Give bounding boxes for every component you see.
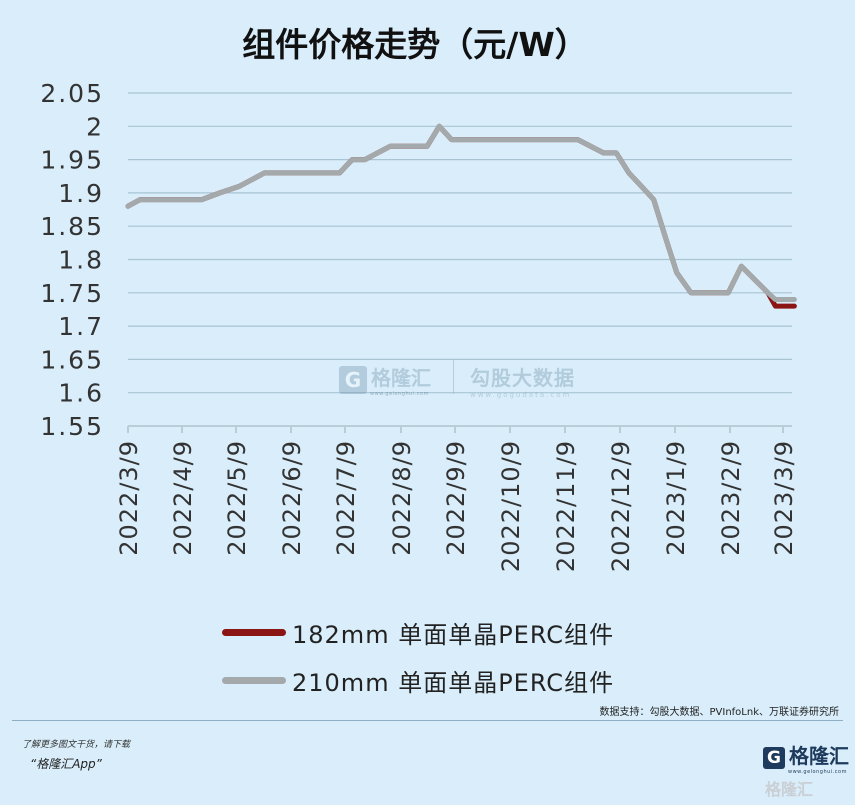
- watermark-logo: G 格隆汇 www.gelonghui.com: [339, 362, 431, 397]
- y-tick-label: 1.85: [40, 212, 104, 241]
- corner-watermark: 格隆汇: [765, 780, 814, 799]
- y-tick-label: 1.95: [40, 146, 104, 175]
- y-tick-label: 1.8: [58, 246, 104, 275]
- chart-legend: 182mm 单面单晶PERC组件 210mm 单面单晶PERC组件: [222, 608, 614, 704]
- gelonghui-footer-logo-icon: G: [763, 746, 785, 769]
- x-tick-label: 2022/4/9: [169, 440, 197, 556]
- watermark-logo-text: 格隆汇: [371, 366, 431, 390]
- legend-item-182mm: 182mm 单面单晶PERC组件: [222, 608, 614, 656]
- footer-divider: [12, 720, 843, 721]
- footer-logo: G 格隆汇 www.gelonghui.com: [763, 740, 849, 775]
- x-tick-label: 2022/5/9: [223, 440, 251, 556]
- y-tick-label: 1.9: [58, 179, 104, 208]
- series-lines: [125, 123, 797, 309]
- line-chart: 2.05 2 1.95 1.9 1.85 1.8 1.75 1.7 1.65 1.6 1.55 20…: [40, 79, 798, 572]
- watermark-divider: [453, 360, 454, 394]
- gelonghui-logo-icon: G: [339, 365, 367, 394]
- y-tick-label: 1.6: [58, 379, 104, 408]
- x-tick-label: 2022/9/9: [442, 440, 470, 556]
- series-line-182mm: [125, 123, 797, 309]
- x-tick-label: 2022/8/9: [388, 440, 416, 556]
- x-tick-label: 2022/6/9: [278, 440, 306, 556]
- y-tick-label: 1.7: [58, 312, 104, 341]
- x-tick-label: 2023/2/9: [717, 440, 745, 556]
- data-source-note: 数据支持：勾股大数据、PVInfoLnk、万联证券研究所: [599, 707, 840, 718]
- y-tick-label: 1.65: [40, 345, 104, 374]
- x-tick-label: 2022/11/9: [552, 440, 580, 572]
- footer-logo-url: www.gelonghui.com: [788, 769, 847, 775]
- watermark-brand: 勾股大数据 www.gogudata.com: [470, 362, 575, 399]
- y-tick-label: 2.05: [40, 79, 104, 108]
- watermark-brand-url: www.gogudata.com: [470, 391, 572, 399]
- footer-promo-text: 了解更多图文干货，请下载: [22, 740, 131, 750]
- watermark-brand-name: 勾股大数据: [470, 366, 575, 390]
- x-axis-ticks: 2022/3/9 2022/4/9 2022/5/9 2022/6/9 2022/7/9…: [115, 426, 798, 572]
- x-tick-label: 2022/3/9: [115, 440, 143, 556]
- x-tick-label: 2022/10/9: [497, 440, 525, 572]
- y-axis-ticks: 2.05 2 1.95 1.9 1.85 1.8 1.75 1.7 1.65 1.6 1.55: [40, 79, 104, 441]
- chart-title: 组件价格走势（元/W）: [242, 25, 588, 64]
- x-tick-label: 2023/3/9: [770, 440, 798, 556]
- gridlines: [128, 92, 792, 394]
- footer-app-name: “格隆汇App”: [30, 757, 102, 771]
- series-line-210mm: [125, 123, 797, 302]
- legend-label-182mm: 182mm 单面单晶PERC组件: [292, 620, 615, 649]
- legend-item-210mm: 210mm 单面单晶PERC组件: [222, 656, 614, 704]
- watermark-logo-url: www.gelonghui.com: [370, 391, 429, 397]
- y-tick-label: 2: [86, 112, 104, 141]
- x-tick-label: 2022/7/9: [332, 440, 360, 556]
- footer-logo-text: 格隆汇: [789, 744, 849, 768]
- legend-label-210mm: 210mm 单面单晶PERC组件: [292, 668, 615, 697]
- y-tick-label: 1.55: [40, 412, 104, 441]
- legend-swatch-210mm: [222, 676, 286, 684]
- legend-swatch-182mm: [222, 628, 286, 636]
- x-tick-label: 2022/12/9: [607, 440, 635, 572]
- y-tick-label: 1.75: [40, 279, 104, 308]
- x-tick-label: 2023/1/9: [662, 440, 690, 556]
